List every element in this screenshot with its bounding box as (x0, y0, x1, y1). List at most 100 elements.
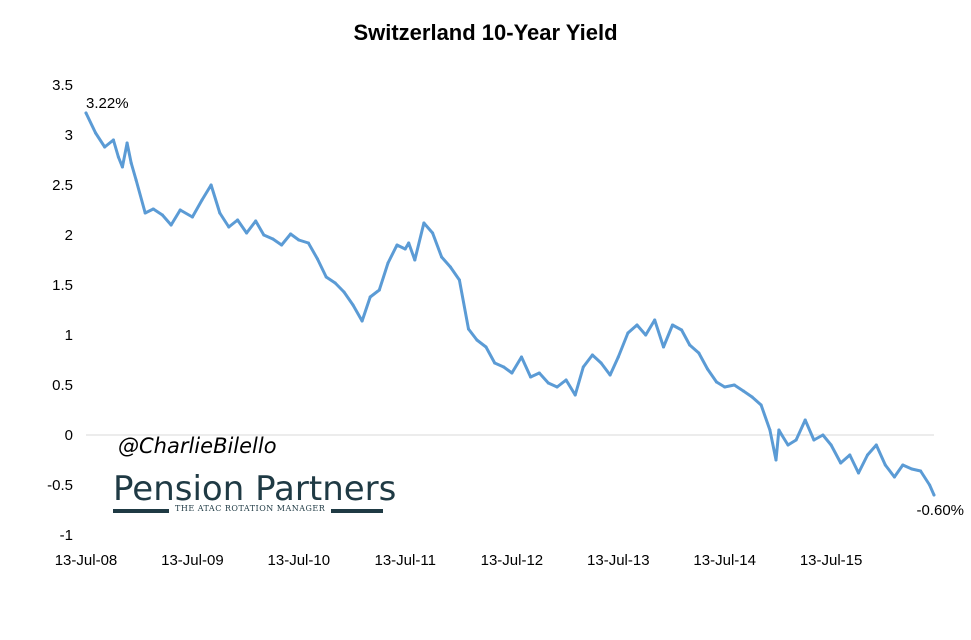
chart-title: Switzerland 10-Year Yield (353, 20, 618, 45)
x-tick-label: 13-Jul-09 (161, 552, 224, 569)
data-point (200, 198, 204, 202)
data-point (626, 331, 630, 335)
y-tick-label: 1.5 (52, 277, 73, 294)
data-point (839, 461, 843, 465)
data-point (297, 238, 301, 242)
data-point (821, 433, 825, 437)
data-point (829, 443, 833, 447)
data-point (306, 241, 310, 245)
data-point (395, 243, 399, 247)
data-point (520, 355, 523, 359)
data-point (768, 428, 772, 432)
data-point (706, 367, 709, 371)
data-point (190, 215, 194, 219)
data-point (134, 178, 138, 182)
logo-name: Pension Partners (113, 469, 397, 509)
data-point (254, 219, 258, 223)
data-point (901, 463, 905, 467)
data-point (467, 327, 470, 331)
data-point (502, 365, 506, 369)
data-point (777, 428, 781, 432)
data-point (403, 247, 407, 251)
data-point (475, 338, 479, 342)
y-tick-label: -0.5 (47, 477, 73, 494)
data-point (84, 111, 88, 115)
data-point (151, 207, 155, 211)
data-point (780, 433, 784, 437)
data-point (653, 318, 657, 322)
data-point (116, 155, 120, 159)
data-point (928, 483, 932, 487)
data-point (245, 231, 249, 235)
data-point (537, 371, 541, 375)
y-tick-label: -1 (60, 527, 73, 544)
data-point (160, 213, 164, 217)
data-point (529, 375, 533, 379)
data-point (407, 241, 411, 245)
data-point (316, 257, 319, 261)
data-point (342, 290, 346, 294)
data-point (616, 355, 620, 359)
pension-partners-logo: Pension Partners THE ATAC ROTATION MANAG… (113, 469, 397, 514)
data-point (866, 453, 869, 457)
data-point (209, 183, 213, 187)
y-tick-label: 0 (65, 427, 73, 444)
data-point (759, 403, 763, 407)
data-point (351, 303, 355, 307)
data-point (360, 319, 364, 323)
y-tick-label: 3.5 (52, 77, 73, 94)
data-point (280, 243, 284, 247)
data-point (125, 141, 129, 145)
x-tick-label: 13-Jul-15 (800, 552, 863, 569)
data-point (493, 361, 497, 365)
data-point (910, 467, 914, 471)
data-point (271, 237, 275, 241)
data-point (803, 418, 807, 422)
data-point (386, 261, 390, 265)
data-point (457, 278, 461, 282)
data-point (697, 351, 701, 355)
data-point (120, 165, 124, 169)
data-point (715, 380, 718, 384)
data-point (262, 233, 266, 237)
data-point (546, 381, 550, 385)
data-point (874, 443, 878, 447)
data-point (413, 258, 417, 262)
data-point (573, 393, 577, 397)
data-point (732, 383, 736, 387)
data-point (794, 438, 798, 442)
data-point (324, 275, 328, 279)
data-point (448, 265, 452, 269)
data-point (741, 389, 745, 393)
logo-underline: THE ATAC ROTATION MANAGER (113, 504, 383, 514)
data-point (169, 223, 173, 227)
data-point (635, 323, 639, 327)
data-point (143, 211, 147, 215)
data-point (484, 345, 488, 349)
data-point (236, 218, 240, 222)
data-point (333, 281, 337, 285)
x-tick-label: 13-Jul-13 (587, 552, 650, 569)
data-point (919, 469, 923, 473)
author-handle: @CharlieBilello (118, 434, 277, 458)
data-point (671, 323, 674, 327)
data-point (680, 328, 684, 332)
y-tick-label: 2 (65, 227, 73, 244)
x-tick-label: 13-Jul-10 (268, 552, 331, 569)
data-point (892, 475, 896, 479)
series-line (84, 111, 936, 497)
data-point (857, 471, 860, 475)
data-point (848, 453, 852, 457)
data-point (111, 138, 115, 142)
data-point (932, 493, 936, 497)
data-point (644, 333, 648, 337)
data-point (662, 345, 665, 349)
data-point (774, 458, 778, 462)
end-value-label: -0.60% (916, 502, 964, 519)
data-point (103, 145, 107, 149)
data-point (422, 221, 426, 225)
data-point (289, 232, 293, 236)
data-point (510, 371, 514, 375)
data-point (368, 295, 372, 299)
